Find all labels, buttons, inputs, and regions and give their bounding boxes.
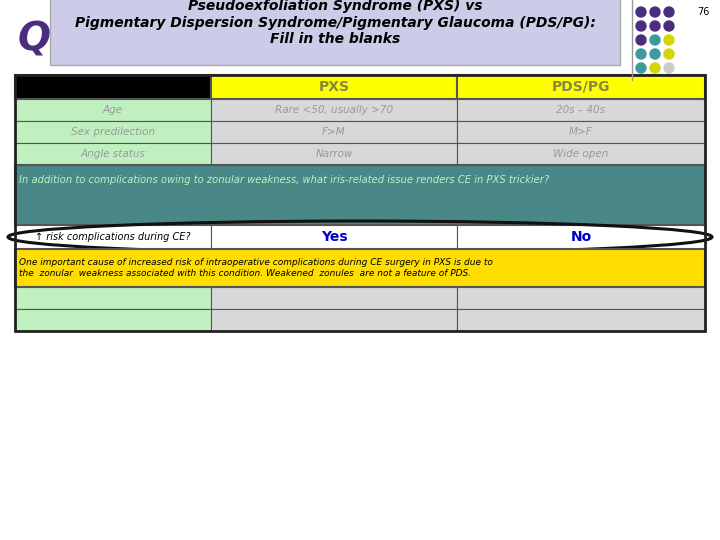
Bar [211,99,457,121]
Circle shape [664,21,674,31]
Text: Age: Age [103,105,123,115]
Text: ↑ risk complications during CE?: ↑ risk complications during CE? [35,232,191,242]
Text: F>M: F>M [322,127,346,137]
Bar [457,121,705,143]
Text: PXS: PXS [318,80,349,94]
Text: PDS/PG: PDS/PG [552,80,611,94]
Circle shape [664,7,674,17]
Text: No: No [570,230,592,244]
Bar [15,165,705,225]
Text: Angle status: Angle status [81,149,145,159]
Text: Wide open: Wide open [553,149,608,159]
Circle shape [664,35,674,45]
Text: Rare <50, usually >70: Rare <50, usually >70 [275,105,393,115]
Circle shape [664,77,674,87]
Circle shape [636,77,646,87]
Bar [211,225,457,249]
Bar [50,0,620,65]
Circle shape [650,35,660,45]
Circle shape [664,91,674,101]
Bar [457,143,705,165]
Bar [15,309,211,331]
Bar [211,121,457,143]
Bar [457,99,705,121]
Circle shape [650,63,660,73]
Text: One important cause of increased risk of intraoperative complications during CE : One important cause of increased risk of… [19,258,493,278]
Bar [211,309,457,331]
Text: 20s – 40s: 20s – 40s [557,105,606,115]
Circle shape [636,35,646,45]
Bar [15,75,211,99]
Text: M>F: M>F [569,127,593,137]
Text: Narrow: Narrow [315,149,353,159]
Circle shape [636,21,646,31]
Bar [15,225,211,249]
Text: Q: Q [18,20,51,58]
Text: Sex predilection: Sex predilection [71,127,155,137]
Text: 76: 76 [698,7,710,17]
Bar [457,225,705,249]
Bar [15,121,211,143]
Bar [15,75,705,331]
Bar [15,249,705,287]
Text: Pseudoexfoliation Syndrome (PXS) vs
Pigmentary Dispersion Syndrome/Pigmentary Gl: Pseudoexfoliation Syndrome (PXS) vs Pigm… [75,0,595,46]
Bar [15,99,211,121]
Circle shape [650,91,660,101]
Bar [15,143,211,165]
Circle shape [636,49,646,59]
Circle shape [650,77,660,87]
Text: In addition to complications owing to zonular weakness, what iris-related issue : In addition to complications owing to zo… [19,175,549,185]
Bar [457,309,705,331]
Circle shape [650,7,660,17]
Circle shape [636,91,646,101]
Circle shape [636,63,646,73]
Circle shape [664,49,674,59]
Bar [211,287,457,309]
Circle shape [664,63,674,73]
Bar [15,287,211,309]
Circle shape [650,49,660,59]
Text: Yes: Yes [320,230,347,244]
Circle shape [650,21,660,31]
Bar [211,75,457,99]
Bar [457,75,705,99]
Bar [457,287,705,309]
Bar [211,143,457,165]
Circle shape [636,7,646,17]
